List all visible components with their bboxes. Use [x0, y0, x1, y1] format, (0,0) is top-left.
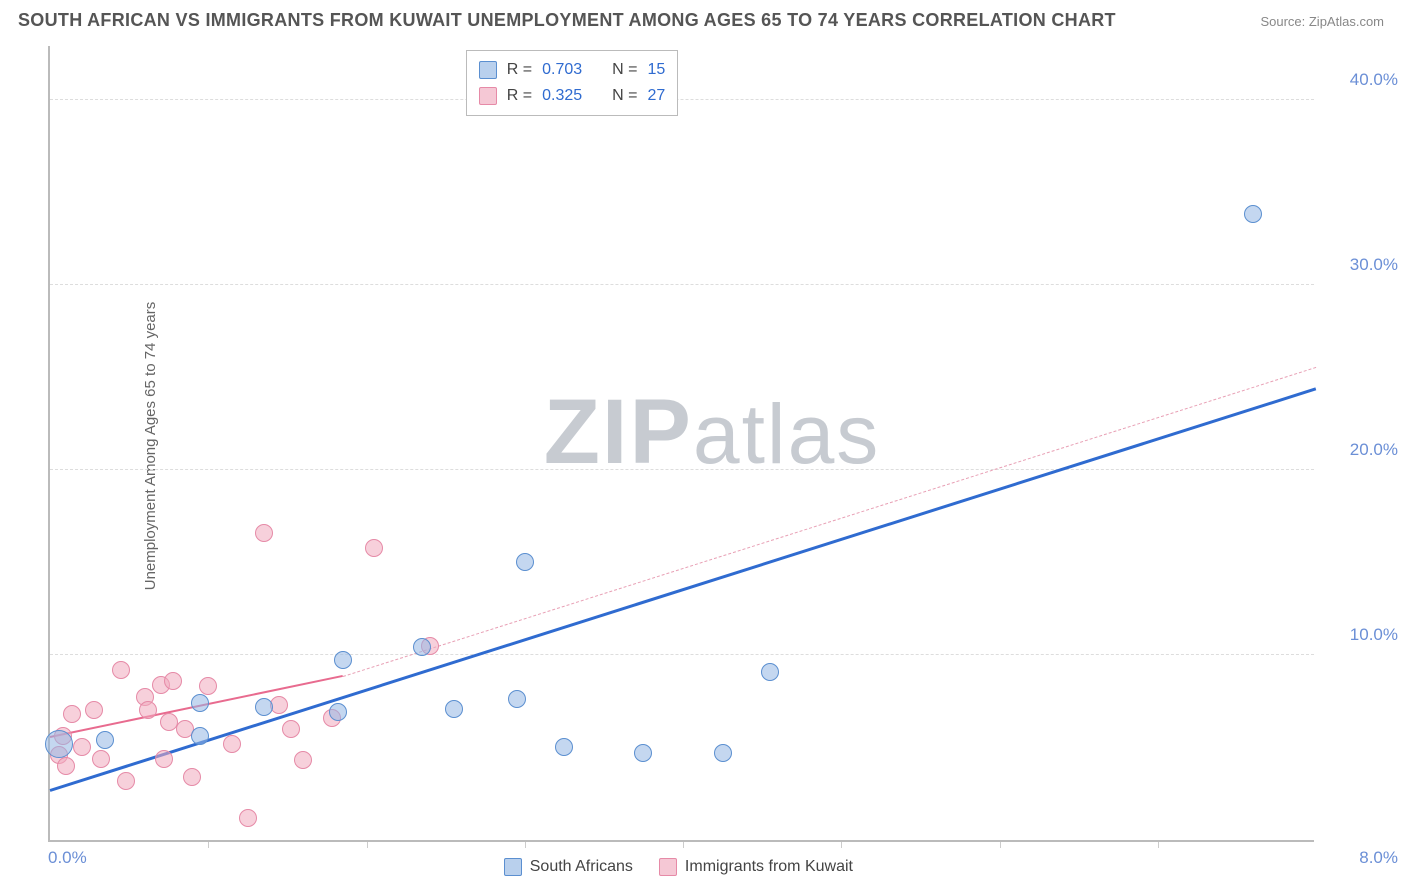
scatter-point-kuwait [117, 772, 135, 790]
grid-line-h [50, 654, 1314, 655]
scatter-point-south-africans [255, 698, 273, 716]
y-axis-tick-label: 30.0% [1322, 255, 1398, 275]
y-axis-tick-label: 40.0% [1322, 70, 1398, 90]
legend-swatch [479, 61, 497, 79]
x-axis-tick-mark [683, 842, 684, 848]
legend-item: Immigrants from Kuwait [659, 858, 853, 876]
scatter-point-kuwait [365, 539, 383, 557]
scatter-point-kuwait [164, 672, 182, 690]
scatter-point-south-africans [508, 690, 526, 708]
scatter-point-kuwait [73, 738, 91, 756]
scatter-point-kuwait [112, 661, 130, 679]
scatter-point-south-africans [96, 731, 114, 749]
legend-n-label: N = [612, 61, 637, 79]
scatter-point-kuwait [270, 696, 288, 714]
x-axis-tick-mark [841, 842, 842, 848]
scatter-point-south-africans [329, 703, 347, 721]
scatter-point-south-africans [445, 700, 463, 718]
y-axis-tick-label: 10.0% [1322, 625, 1398, 645]
scatter-plot-area: ZIPatlas 0.0% 8.0% 10.0%20.0%30.0%40.0% [48, 46, 1314, 842]
grid-line-h [50, 284, 1314, 285]
legend-r-value: 0.703 [542, 61, 582, 79]
scatter-point-south-africans [413, 638, 431, 656]
scatter-point-south-africans [191, 727, 209, 745]
scatter-point-south-africans [761, 663, 779, 681]
scatter-point-kuwait [57, 757, 75, 775]
scatter-point-kuwait [155, 750, 173, 768]
x-axis-tick-mark [367, 842, 368, 848]
grid-line-h [50, 469, 1314, 470]
scatter-point-kuwait [183, 768, 201, 786]
regression-line-south-africans [50, 387, 1317, 792]
x-axis-tick-mark [1158, 842, 1159, 848]
legend-r-label: R = [507, 61, 532, 79]
scatter-point-south-africans [45, 730, 73, 758]
x-axis-tick-mark [1000, 842, 1001, 848]
scatter-point-kuwait [255, 524, 273, 542]
scatter-point-south-africans [516, 553, 534, 571]
scatter-point-south-africans [334, 651, 352, 669]
legend-swatch [479, 87, 497, 105]
x-axis-tick-max: 8.0% [1322, 848, 1398, 868]
series-legend: South Africans Immigrants from Kuwait [504, 858, 853, 876]
scatter-point-kuwait [223, 735, 241, 753]
legend-label: South Africans [530, 858, 633, 876]
scatter-point-south-africans [555, 738, 573, 756]
legend-n-value: 27 [648, 87, 666, 105]
grid-line-h [50, 99, 1314, 100]
y-axis-tick-label: 20.0% [1322, 440, 1398, 460]
scatter-point-kuwait [85, 701, 103, 719]
correlation-legend: R = 0.703 N = 15 R = 0.325 N = 27 [466, 50, 679, 116]
legend-r-value: 0.325 [542, 87, 582, 105]
legend-n-value: 15 [648, 61, 666, 79]
legend-label: Immigrants from Kuwait [685, 858, 853, 876]
scatter-point-kuwait [92, 750, 110, 768]
scatter-point-south-africans [1244, 205, 1262, 223]
scatter-point-kuwait [294, 751, 312, 769]
x-axis-tick-mark [525, 842, 526, 848]
scatter-point-kuwait [139, 701, 157, 719]
scatter-point-kuwait [282, 720, 300, 738]
scatter-point-south-africans [191, 694, 209, 712]
x-axis-tick-min: 0.0% [48, 848, 87, 868]
chart-title: SOUTH AFRICAN VS IMMIGRANTS FROM KUWAIT … [18, 10, 1116, 31]
legend-row: R = 0.325 N = 27 [479, 83, 666, 109]
legend-swatch [504, 858, 522, 876]
regression-line-kuwait-extrapolated [343, 367, 1317, 677]
legend-row: R = 0.703 N = 15 [479, 57, 666, 83]
watermark-suffix: atlas [693, 387, 880, 481]
x-axis-tick-mark [208, 842, 209, 848]
legend-swatch [659, 858, 677, 876]
legend-item: South Africans [504, 858, 633, 876]
scatter-point-south-africans [714, 744, 732, 762]
scatter-point-kuwait [63, 705, 81, 723]
legend-n-label: N = [612, 87, 637, 105]
source-attribution: Source: ZipAtlas.com [1260, 14, 1384, 29]
legend-r-label: R = [507, 87, 532, 105]
scatter-point-kuwait [199, 677, 217, 695]
scatter-point-south-africans [634, 744, 652, 762]
scatter-point-kuwait [239, 809, 257, 827]
